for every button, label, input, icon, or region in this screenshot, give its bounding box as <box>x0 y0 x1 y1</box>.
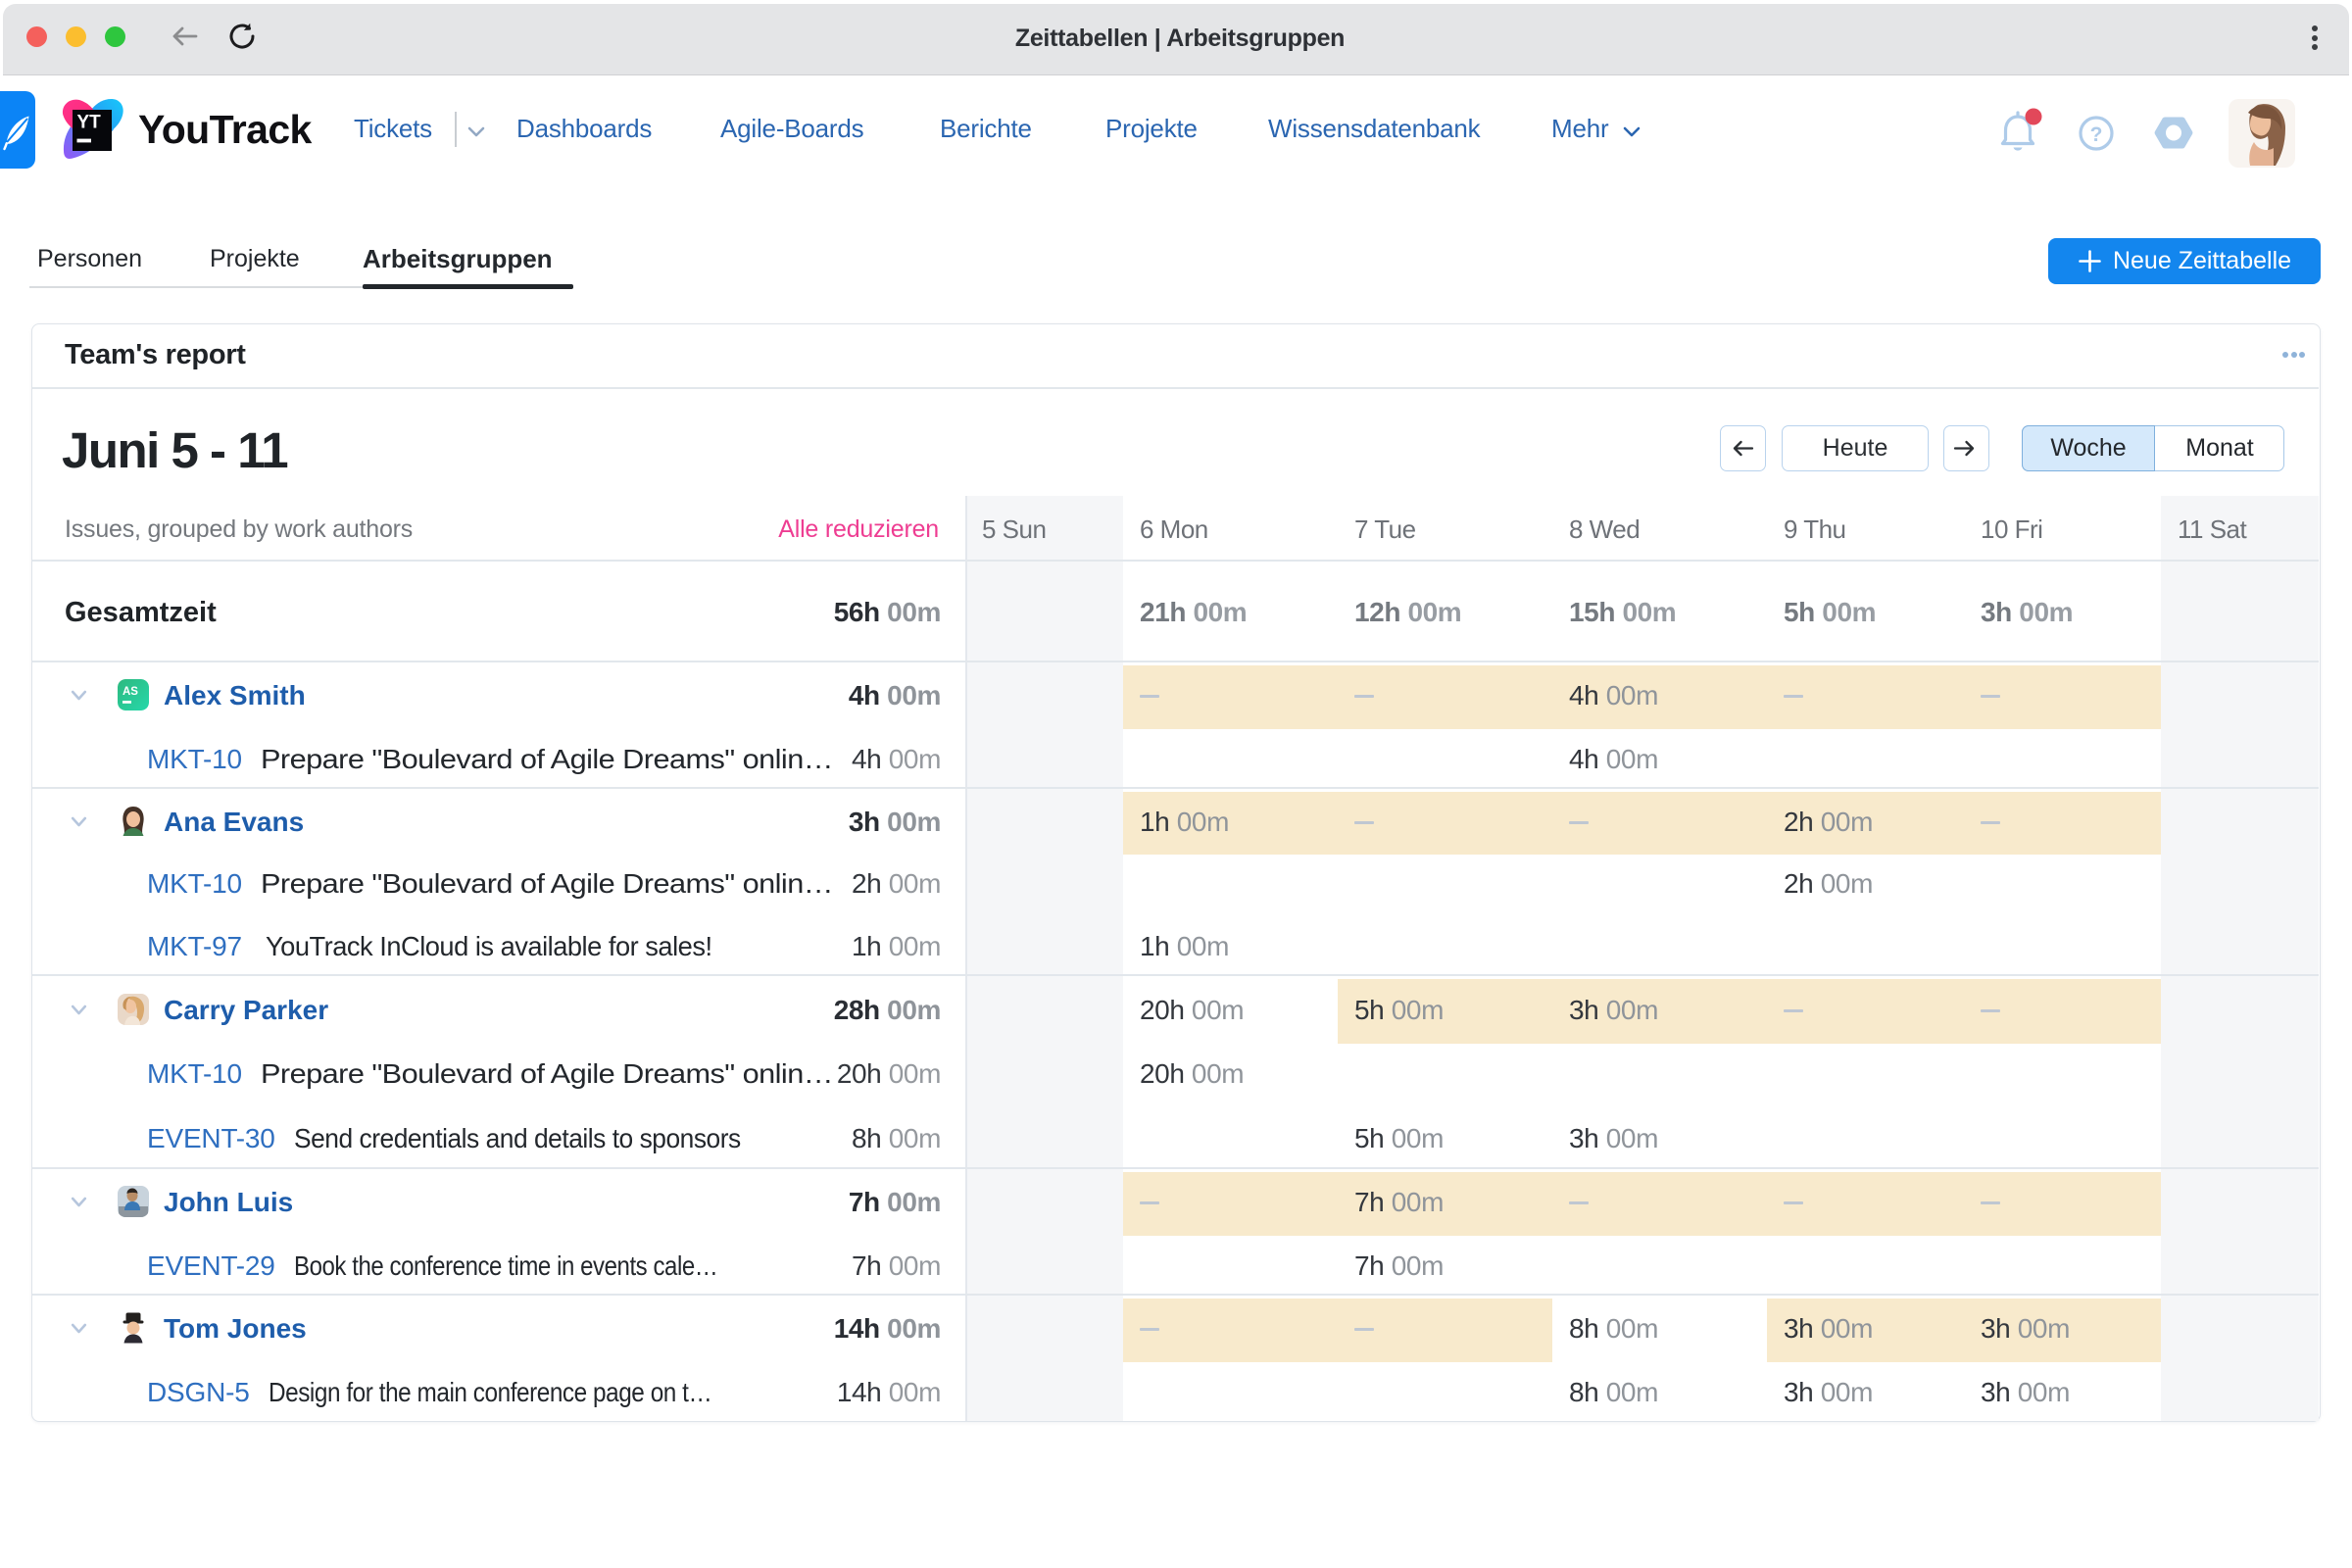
svg-text:AS: AS <box>122 686 138 698</box>
svg-text:?: ? <box>2090 123 2103 146</box>
svg-text:YT: YT <box>77 113 102 133</box>
